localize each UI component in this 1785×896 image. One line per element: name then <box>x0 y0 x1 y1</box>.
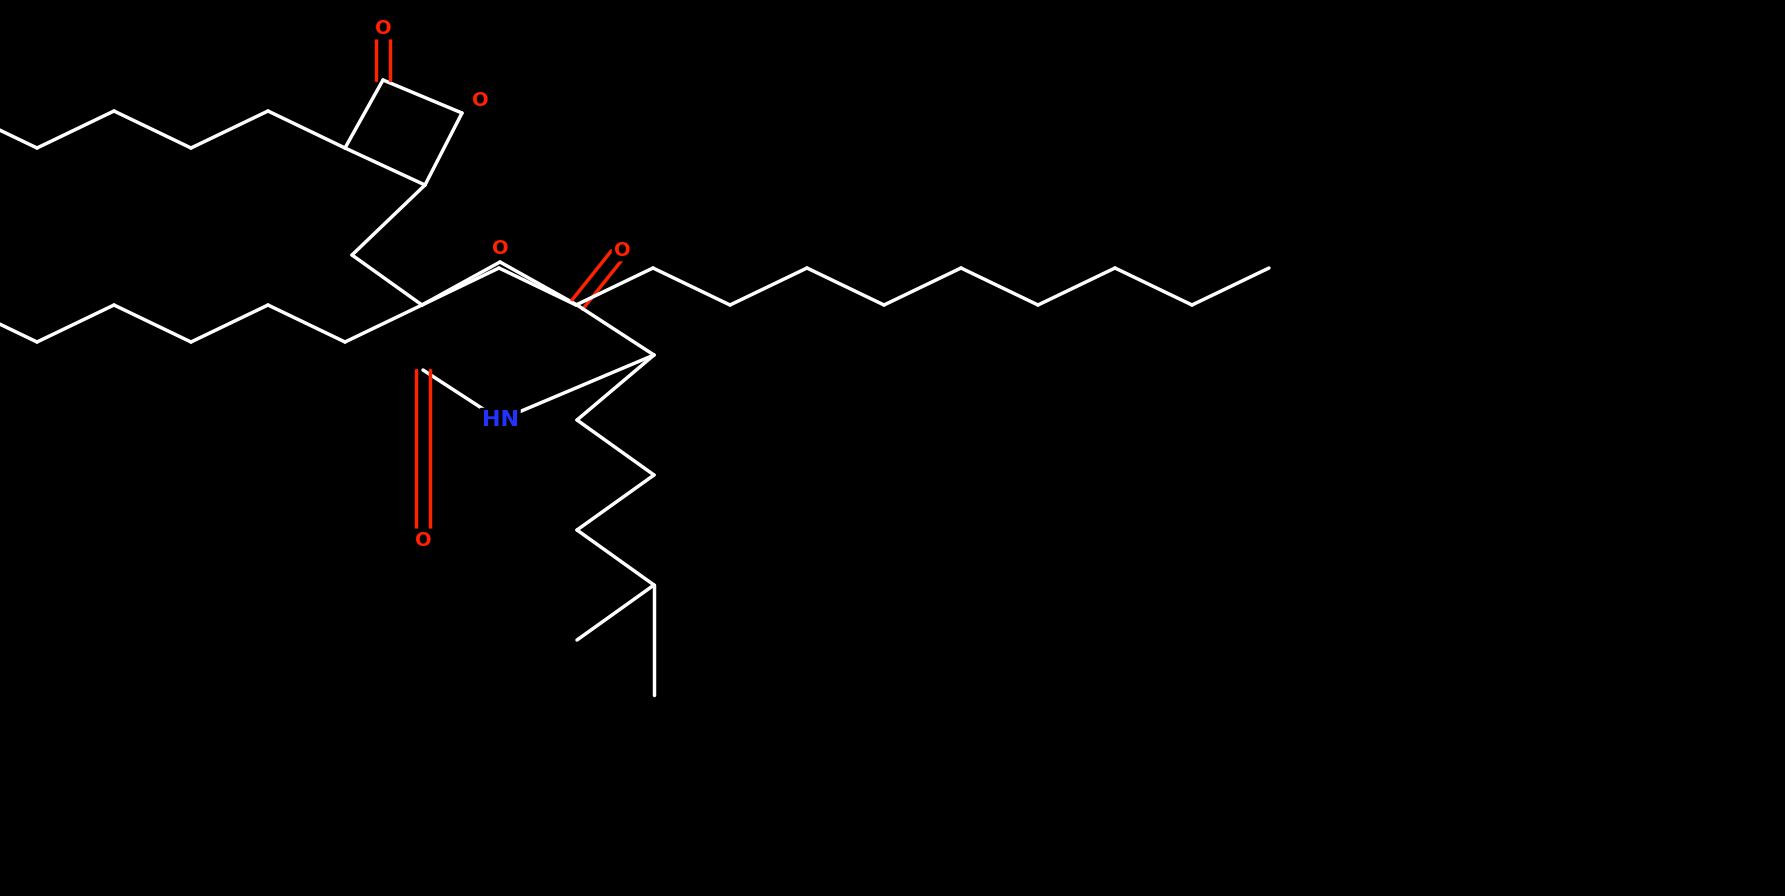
Text: O: O <box>414 530 432 549</box>
Text: O: O <box>375 19 391 38</box>
Text: HN: HN <box>482 410 518 430</box>
Text: O: O <box>471 91 489 110</box>
Text: O: O <box>614 240 630 260</box>
Text: O: O <box>491 238 509 257</box>
